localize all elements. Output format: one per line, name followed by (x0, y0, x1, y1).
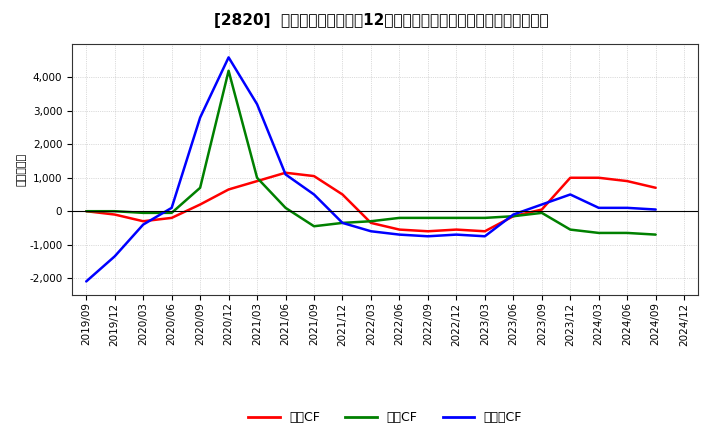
フリーCF (282, 172, 290, 177)
営業CF (282, 170, 290, 176)
Y-axis label: （百万円）: （百万円） (17, 153, 26, 186)
投資CF (509, 213, 518, 219)
投資CF (480, 215, 489, 220)
投資CF (423, 215, 432, 220)
フリーCF (110, 254, 119, 259)
投資CF (595, 230, 603, 235)
フリーCF (253, 102, 261, 107)
営業CF (310, 173, 318, 179)
Line: フリーCF: フリーCF (86, 57, 656, 282)
Line: 投資CF: 投資CF (86, 71, 656, 235)
営業CF (366, 220, 375, 226)
フリーCF (509, 212, 518, 217)
営業CF (110, 212, 119, 217)
投資CF (366, 219, 375, 224)
営業CF (452, 227, 461, 232)
営業CF (423, 229, 432, 234)
投資CF (338, 220, 347, 226)
フリーCF (366, 229, 375, 234)
Legend: 営業CF, 投資CF, フリーCF: 営業CF, 投資CF, フリーCF (243, 407, 527, 429)
投資CF (167, 210, 176, 216)
フリーCF (310, 192, 318, 197)
フリーCF (652, 207, 660, 212)
営業CF (537, 207, 546, 212)
営業CF (509, 213, 518, 219)
投資CF (566, 227, 575, 232)
営業CF (652, 185, 660, 191)
営業CF (480, 229, 489, 234)
フリーCF (395, 232, 404, 237)
フリーCF (82, 279, 91, 284)
フリーCF (167, 205, 176, 210)
投資CF (110, 209, 119, 214)
投資CF (139, 210, 148, 216)
投資CF (537, 210, 546, 216)
営業CF (196, 202, 204, 207)
投資CF (282, 205, 290, 210)
営業CF (253, 179, 261, 184)
フリーCF (338, 220, 347, 226)
投資CF (225, 68, 233, 73)
フリーCF (423, 234, 432, 239)
Line: 営業CF: 営業CF (86, 173, 656, 231)
フリーCF (623, 205, 631, 210)
営業CF (225, 187, 233, 192)
投資CF (82, 209, 91, 214)
フリーCF (537, 202, 546, 207)
投資CF (652, 232, 660, 237)
フリーCF (225, 55, 233, 60)
営業CF (338, 192, 347, 197)
投資CF (623, 230, 631, 235)
投資CF (395, 215, 404, 220)
フリーCF (196, 115, 204, 120)
フリーCF (480, 234, 489, 239)
フリーCF (139, 222, 148, 227)
フリーCF (595, 205, 603, 210)
営業CF (566, 175, 575, 180)
営業CF (395, 227, 404, 232)
投資CF (452, 215, 461, 220)
投資CF (310, 224, 318, 229)
フリーCF (566, 192, 575, 197)
営業CF (139, 219, 148, 224)
営業CF (82, 209, 91, 214)
営業CF (167, 215, 176, 220)
営業CF (623, 179, 631, 184)
営業CF (595, 175, 603, 180)
Text: [2820]  キャッシュフローの12か月移動合計の対前年同期増減額の推移: [2820] キャッシュフローの12か月移動合計の対前年同期増減額の推移 (215, 13, 549, 28)
投資CF (196, 185, 204, 191)
フリーCF (452, 232, 461, 237)
投資CF (253, 175, 261, 180)
